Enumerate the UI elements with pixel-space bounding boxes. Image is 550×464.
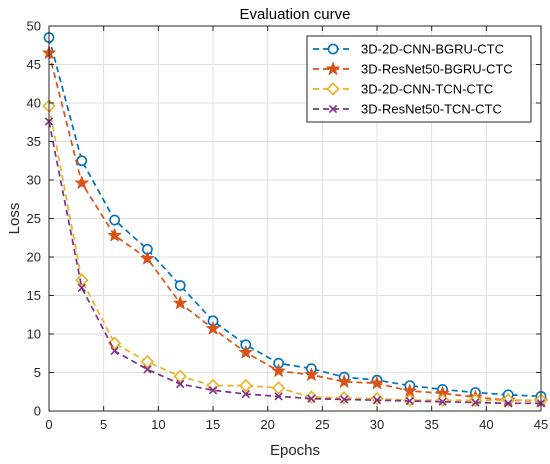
- y-axis-label: Loss: [6, 203, 23, 235]
- x-tick-label: 25: [315, 417, 329, 432]
- data-point: [107, 336, 122, 350]
- series-line: [48, 121, 541, 405]
- x-tick-label: 35: [424, 417, 438, 432]
- y-tick-label: 5: [34, 365, 41, 380]
- data-point: [208, 386, 218, 395]
- legend-label: 3D-ResNet50-BGRU-CTC: [361, 62, 513, 77]
- chart-title: Evaluation curve: [240, 6, 351, 23]
- legend-item: 3D-2D-CNN-BGRU-CTC: [313, 42, 504, 57]
- x-tick-label: 40: [479, 417, 493, 432]
- data-point: [372, 396, 382, 405]
- y-tick-label: 35: [27, 134, 41, 149]
- legend-label: 3D-2D-CNN-TCN-CTC: [361, 82, 493, 97]
- legend-label: 3D-2D-CNN-BGRU-CTC: [361, 42, 504, 57]
- legend-item: 3D-ResNet50-BGRU-CTC: [313, 62, 513, 77]
- legend-marker: [326, 82, 340, 96]
- y-tick-label: 45: [27, 57, 41, 72]
- data-point: [501, 393, 515, 407]
- legend-marker: [328, 104, 338, 114]
- data-point: [109, 214, 120, 226]
- x-tick-label: 10: [151, 417, 165, 432]
- data-point: [143, 365, 152, 374]
- series-line: [48, 37, 542, 398]
- legend-item: 3D-ResNet50-TCN-CTC: [313, 102, 502, 117]
- data-point: [238, 345, 253, 359]
- data-point: [471, 398, 480, 407]
- series-line: [48, 105, 541, 402]
- data-point: [468, 393, 483, 407]
- data-point: [77, 283, 86, 292]
- data-point: [174, 280, 186, 291]
- data-point: [438, 397, 447, 406]
- data-point: [176, 379, 185, 389]
- y-tick-label: 0: [34, 404, 41, 419]
- data-point: [405, 396, 414, 406]
- y-tick-label: 40: [27, 96, 41, 111]
- x-tick-label: 20: [260, 417, 274, 432]
- data-point: [307, 394, 316, 403]
- y-tick-label: 30: [27, 173, 41, 188]
- data-point: [140, 354, 155, 369]
- legend: 3D-2D-CNN-BGRU-CTC 3D-ResNet50-BGRU-CTC 3D…: [306, 35, 532, 123]
- legend-marker: [327, 43, 339, 55]
- legend-marker: [326, 61, 340, 75]
- x-tick-label: 30: [370, 417, 384, 432]
- y-tick-label: 25: [27, 211, 41, 226]
- data-point: [271, 363, 286, 377]
- x-axis-label: Epochs: [270, 442, 320, 459]
- data-point: [340, 395, 349, 404]
- data-point: [173, 369, 187, 384]
- data-point: [241, 389, 250, 399]
- data-point: [140, 251, 155, 265]
- data-point: [274, 392, 283, 401]
- data-point: [304, 367, 319, 381]
- data-point: [271, 381, 286, 395]
- x-tick-label: 0: [45, 417, 52, 432]
- y-tick-label: 20: [27, 250, 41, 265]
- x-tick-label: 15: [206, 417, 220, 432]
- axis-ticks: 0 5 10 15 20 25 30 35 40 45 0 5 10 15 20 25 30 35 40 45 50: [27, 19, 549, 433]
- data-point: [370, 376, 384, 390]
- data-point: [239, 378, 253, 393]
- data-point: [173, 295, 188, 310]
- data-point: [504, 399, 513, 408]
- y-tick-label: 50: [27, 19, 41, 34]
- legend-label: 3D-ResNet50-TCN-CTC: [361, 102, 502, 117]
- series-line: [48, 52, 542, 402]
- data-point: [76, 155, 88, 167]
- series-3: [42, 99, 548, 407]
- data-point: [107, 228, 122, 242]
- legend-box: [306, 35, 532, 123]
- legend-item: 3D-2D-CNN-TCN-CTC: [313, 82, 493, 97]
- y-tick-label: 10: [27, 327, 41, 342]
- data-point: [337, 374, 352, 388]
- data-point: [75, 273, 89, 287]
- data-point: [206, 321, 220, 335]
- y-tick-label: 15: [27, 288, 41, 303]
- data-point: [74, 175, 89, 189]
- x-tick-label: 45: [534, 417, 548, 432]
- data-point: [110, 346, 119, 356]
- x-tick-label: 5: [100, 417, 107, 432]
